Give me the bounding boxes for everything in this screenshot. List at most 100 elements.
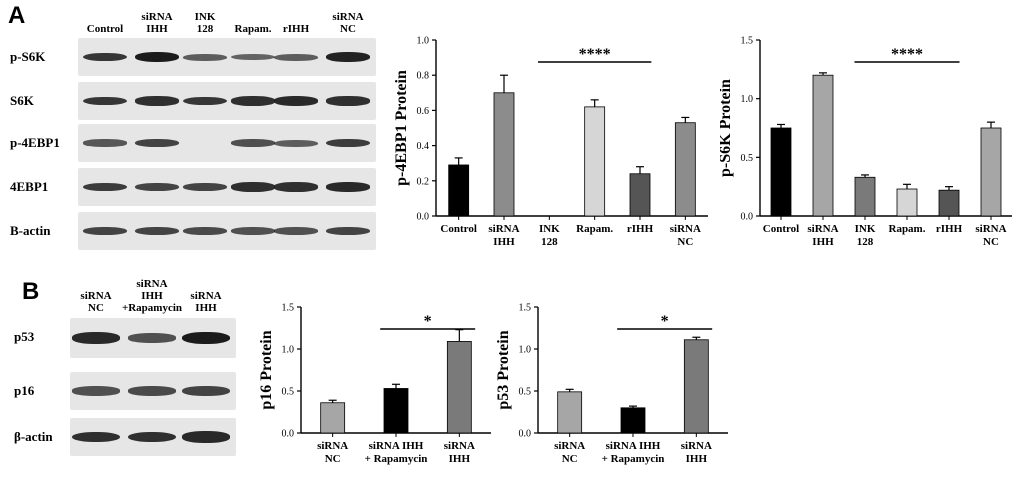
blot-a-lane-label: siRNA IHH (141, 11, 173, 35)
blot-a-band (231, 139, 275, 147)
x-tick-label: siRNA IHH (807, 223, 838, 248)
x-tick-label: rIHH (627, 223, 654, 235)
blot-a-band (326, 182, 370, 192)
blot-a-row-label: p-S6K (10, 49, 46, 64)
y-tick-label: 0.5 (519, 387, 532, 398)
blot-a-band (135, 96, 179, 106)
y-tick-label: 0.8 (417, 71, 430, 82)
blot-a-band (231, 227, 275, 235)
blot-b-lane-label: siRNA NC (80, 290, 112, 314)
y-tick-label: 1.5 (282, 303, 295, 314)
y-tick-label: 0.5 (282, 387, 295, 398)
x-tick-label: Rapam. (576, 223, 613, 235)
blot-a-band (135, 138, 179, 148)
blot-a-band (326, 52, 370, 62)
blot-a-band (274, 182, 318, 192)
blot-a-band (83, 182, 127, 192)
y-tick-label: 1.0 (741, 94, 754, 105)
blot-a-band (274, 96, 318, 106)
blot-b-band (128, 431, 176, 443)
significance-label: **** (579, 46, 611, 63)
blot-a-lane-label: siRNA NC (332, 11, 364, 35)
p4ebp1-bar-chart: 0.0 0.2 0.4 0.6 0.8 1.0 p-4EBP1 Protein Control… (393, 36, 708, 248)
y-tick-label: 0.4 (417, 141, 430, 152)
blot-a-band (274, 53, 318, 61)
blot-b-lane-label: siRNA IHH +Rapamycin (121, 278, 183, 314)
x-tick-label: siRNA IHH + Rapamycin (602, 440, 665, 465)
blot-a-band (183, 53, 227, 61)
bar (584, 106, 606, 217)
bar (383, 388, 409, 434)
y-axis-label: p-4EBP1 Protein (393, 70, 410, 186)
blot-a-band (274, 139, 318, 147)
blot-a-band (231, 96, 275, 106)
y-tick-label: 0.0 (282, 429, 295, 440)
x-tick-label: siRNA NC (670, 223, 701, 248)
x-tick-label: siRNA NC (554, 440, 585, 465)
x-tick-label: INK 128 (539, 223, 560, 248)
panel-b-letter: B (22, 278, 40, 305)
blot-a-lane-label: INK 128 (194, 11, 216, 35)
blot-a-band (83, 226, 127, 236)
blot-a-band (183, 96, 227, 106)
blot-b-band (72, 386, 120, 396)
x-tick-label: Rapam. (889, 223, 926, 235)
bar (683, 339, 709, 434)
bar (812, 74, 834, 217)
panel-a-letter: A (8, 2, 26, 29)
blot-b-row-label: β-actin (14, 429, 53, 444)
blot-a-row-label: 4EBP1 (10, 179, 49, 194)
bar (448, 164, 470, 217)
x-tick-label: siRNA NC (975, 223, 1006, 248)
x-tick-label: INK 128 (855, 223, 876, 248)
bar (557, 391, 583, 434)
blot-a-row-label: p-4EBP1 (10, 135, 60, 150)
blot-a-band (231, 53, 275, 61)
bar (446, 341, 472, 434)
y-axis-label: p53 Protein (495, 330, 512, 409)
y-axis-label: p16 Protein (258, 330, 275, 409)
ps6k-bar-chart: 0.0 0.5 1.0 1.5 p-S6K Protein Control siRNA IHH… (720, 36, 1012, 248)
blot-a-lane-label: Control (86, 23, 124, 35)
y-tick-label: 0.0 (417, 212, 430, 223)
y-tick-label: 1.0 (282, 345, 295, 356)
bar (980, 127, 1002, 217)
x-tick-label: Control (763, 223, 799, 235)
y-tick-label: 0.6 (417, 106, 430, 117)
bar (854, 176, 876, 217)
blot-a-band (135, 226, 179, 236)
blot-a-band (83, 52, 127, 62)
blot-a-row-label: S6K (10, 93, 34, 108)
blot-a-lane-label: rIHH (282, 23, 310, 35)
y-tick-label: 0.0 (741, 212, 754, 223)
x-tick-label: siRNA IHH (488, 223, 519, 248)
blot-a-band (135, 182, 179, 192)
blot-b-lane-label: siRNA IHH (190, 290, 222, 314)
significance-label: * (424, 313, 432, 330)
y-tick-label: 1.0 (417, 36, 430, 47)
x-tick-label: siRNA IHH + Rapamycin (365, 440, 428, 465)
x-tick-label: siRNA IHH (681, 440, 712, 465)
y-tick-label: 1.0 (519, 345, 532, 356)
blot-b-band (182, 431, 230, 443)
blot-b-band (72, 431, 120, 443)
bar (320, 402, 346, 434)
x-tick-label: Control (440, 223, 476, 235)
blot-b-band (72, 332, 120, 344)
x-tick-label: rIHH (936, 223, 963, 235)
blot-a-row-label: B-actin (10, 223, 51, 238)
blot-a-lane-label: Rapam. (234, 23, 272, 35)
blot-a-band (326, 226, 370, 236)
blot-b-row-label: p16 (14, 383, 35, 398)
x-tick-label: siRNA NC (317, 440, 348, 465)
blot-b-band (182, 386, 230, 396)
significance-label: * (661, 313, 669, 330)
bar (674, 122, 696, 217)
blot-b-band (128, 386, 176, 396)
bar (493, 92, 515, 217)
y-tick-label: 1.5 (519, 303, 532, 314)
p16-bar-chart: 0.0 0.5 1.0 1.5 p16 Protein siRNA NC siRNA IHH +… (258, 303, 491, 465)
y-tick-label: 0.2 (417, 176, 430, 187)
blot-a-band (231, 182, 275, 192)
blot-a-band (183, 182, 227, 192)
